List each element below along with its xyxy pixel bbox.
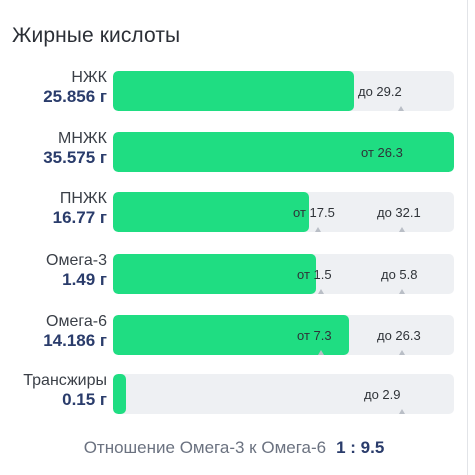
row-label: МНЖК 35.575 г bbox=[0, 129, 107, 167]
nutrient-name: Омега-6 bbox=[46, 313, 107, 330]
progress-fill bbox=[113, 374, 126, 414]
row-pnzhk: ПНЖК 16.77 г от 17.5 до 32.1 bbox=[0, 189, 468, 233]
progress-fill bbox=[113, 192, 309, 232]
omega-ratio-label: Отношение Омега-3 к Омега-6 bbox=[83, 438, 327, 457]
range-min-label: от 26.3 bbox=[361, 145, 403, 160]
progress-track: до 29.2 bbox=[113, 71, 454, 111]
progress-track: от 17.5 до 32.1 bbox=[113, 192, 454, 232]
max-marker-icon bbox=[399, 350, 405, 355]
nutrient-value: 14.186 г bbox=[43, 331, 107, 350]
progress-fill bbox=[113, 71, 354, 111]
row-mnzhk: МНЖК 35.575 г от 26.3 bbox=[0, 129, 468, 173]
row-label: ПНЖК 16.77 г bbox=[0, 189, 107, 227]
range-min-label: от 1.5 bbox=[297, 267, 332, 282]
nutrient-value: 1.49 г bbox=[62, 270, 107, 289]
omega-ratio: Отношение Омега-3 к Омега-6 1 : 9.5 bbox=[0, 438, 468, 458]
nutrient-name: МНЖК bbox=[58, 130, 107, 147]
nutrient-value: 16.77 г bbox=[52, 208, 107, 227]
progress-fill bbox=[113, 315, 349, 355]
nutrient-name: Омега-3 bbox=[46, 252, 107, 269]
row-label: Омега-6 14.186 г bbox=[0, 312, 107, 350]
range-min-label: от 17.5 bbox=[293, 205, 335, 220]
nutrient-name: ПНЖК bbox=[59, 190, 107, 207]
min-marker-icon bbox=[315, 227, 321, 232]
range-max-label: до 2.9 bbox=[364, 387, 401, 402]
range-max-label: до 26.3 bbox=[377, 328, 421, 343]
progress-track: от 26.3 bbox=[113, 132, 454, 172]
row-omega6: Омега-6 14.186 г от 7.3 до 26.3 bbox=[0, 312, 468, 356]
min-marker-icon bbox=[318, 289, 324, 294]
nutrient-value: 35.575 г bbox=[43, 148, 107, 167]
progress-fill bbox=[113, 132, 454, 172]
progress-track: до 2.9 bbox=[113, 374, 454, 414]
row-label: Омега-3 1.49 г bbox=[0, 251, 107, 289]
range-max-label: до 5.8 bbox=[381, 267, 418, 282]
card-title: Жирные кислоты bbox=[12, 24, 181, 47]
nutrient-name: НЖК bbox=[71, 69, 107, 86]
range-max-label: до 32.1 bbox=[377, 205, 421, 220]
row-nzhk: НЖК 25.856 г до 29.2 bbox=[0, 68, 468, 112]
nutrient-name: Трансжиры bbox=[23, 372, 107, 389]
max-marker-icon bbox=[398, 106, 404, 111]
progress-track: от 1.5 до 5.8 bbox=[113, 254, 454, 294]
row-label: Трансжиры 0.15 г bbox=[0, 371, 107, 409]
progress-track: от 7.3 до 26.3 bbox=[113, 315, 454, 355]
max-marker-icon bbox=[399, 409, 405, 414]
max-marker-icon bbox=[399, 227, 405, 232]
range-min-label: от 7.3 bbox=[297, 328, 332, 343]
progress-fill bbox=[113, 254, 316, 294]
row-label: НЖК 25.856 г bbox=[0, 68, 107, 106]
row-trans-fats: Трансжиры 0.15 г до 2.9 bbox=[0, 371, 468, 415]
range-max-label: до 29.2 bbox=[358, 84, 402, 99]
max-marker-icon bbox=[399, 289, 405, 294]
nutrient-value: 0.15 г bbox=[62, 390, 107, 409]
omega-ratio-value: 1 : 9.5 bbox=[336, 438, 385, 457]
row-omega3: Омега-3 1.49 г от 1.5 до 5.8 bbox=[0, 251, 468, 295]
nutrient-value: 25.856 г bbox=[43, 87, 107, 106]
min-marker-icon bbox=[318, 350, 324, 355]
